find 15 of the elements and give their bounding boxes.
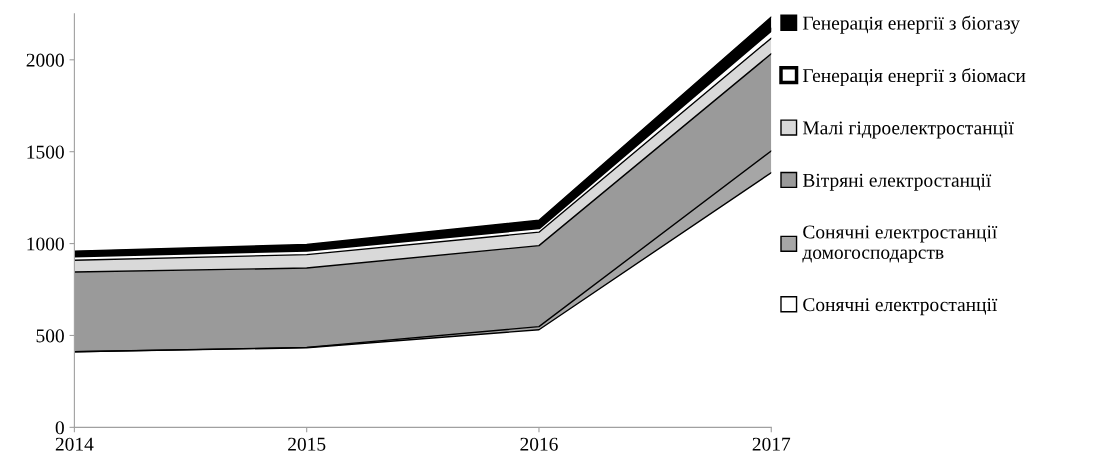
y-tick-label: 0 — [55, 421, 64, 435]
legend-label: Генерація енергії з біомаси — [802, 68, 1026, 87]
x-tick-label: 2015 — [288, 437, 326, 451]
legend-label: Генерація енергії з біогазу — [802, 15, 1020, 34]
y-tick-label: 1500 — [27, 145, 64, 159]
x-tick-label: 2017 — [752, 437, 791, 451]
y-tick-label: 500 — [36, 329, 64, 343]
y-tick-label: 1000 — [27, 237, 64, 251]
legend-label: Малі гідроелектростанції — [802, 121, 1014, 139]
x-tick-label: 2014 — [55, 437, 94, 451]
legend-label: Вітряні електростанції — [802, 173, 992, 191]
legend-label: Сонячні електростанції домогосподарств — [802, 225, 998, 263]
legend-label: Сонячні електростанції — [803, 298, 998, 316]
x-tick-label: 2016 — [520, 437, 558, 451]
y-tick-label: 2000 — [26, 53, 64, 67]
